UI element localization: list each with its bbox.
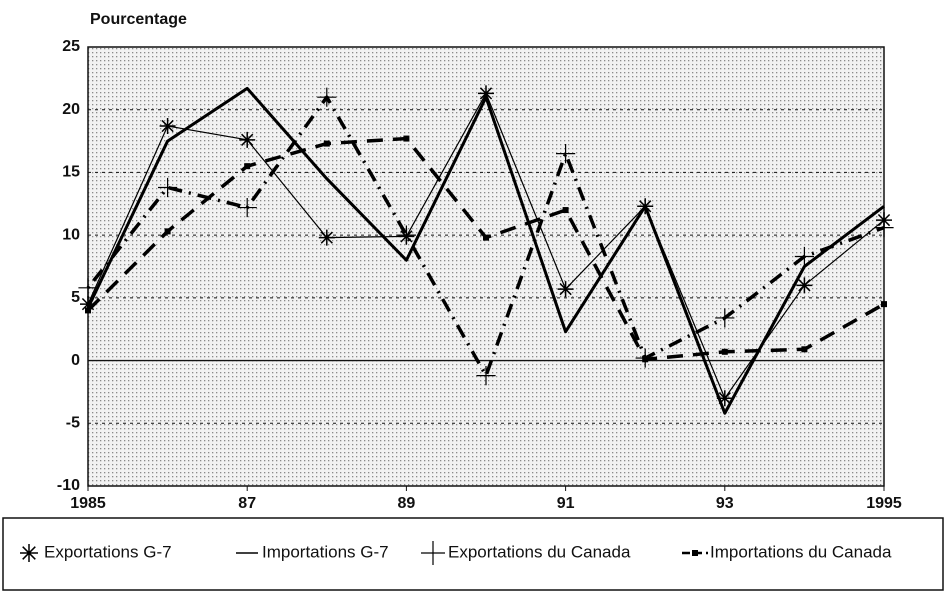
marker <box>323 140 330 147</box>
x-tick-label: 1985 <box>70 495 106 512</box>
marker <box>562 207 569 214</box>
x-tick-label: 1995 <box>866 495 902 512</box>
y-tick-label: -5 <box>66 415 80 432</box>
x-tick-label: 93 <box>716 495 734 512</box>
legend-label: Importations du Canada <box>710 542 892 561</box>
series-line <box>86 86 885 415</box>
marker <box>158 177 178 198</box>
marker <box>239 131 256 148</box>
plot-area <box>87 46 885 487</box>
legend-label: Exportations du Canada <box>448 542 631 561</box>
marker <box>421 541 445 565</box>
marker <box>476 366 496 386</box>
y-tick-label: -10 <box>57 477 80 494</box>
marker <box>237 197 257 218</box>
legend-box <box>2 517 944 591</box>
marker <box>164 228 171 235</box>
marker <box>557 281 574 298</box>
y-tick-label: 5 <box>71 289 80 306</box>
marker <box>317 87 337 107</box>
marker <box>796 277 813 294</box>
x-tick-label: 91 <box>557 495 575 512</box>
marker <box>20 544 38 562</box>
y-tick-label: 10 <box>62 226 80 243</box>
series-line <box>86 95 885 378</box>
marker <box>716 390 733 407</box>
y-tick-label: 15 <box>62 164 80 181</box>
marker <box>794 246 814 267</box>
marker <box>874 218 894 238</box>
marker <box>642 356 649 363</box>
legend-label: Importations G-7 <box>262 542 389 561</box>
marker <box>78 278 98 298</box>
marker <box>483 234 489 241</box>
legend-label: Exportations G-7 <box>44 542 172 561</box>
marker <box>692 550 698 556</box>
marker <box>881 301 887 308</box>
marker <box>85 307 91 314</box>
marker <box>403 135 410 142</box>
y-tick-label: 0 <box>71 352 80 369</box>
marker <box>244 163 251 170</box>
marker <box>80 296 96 313</box>
y-axis-label: Pourcentage <box>90 11 187 28</box>
y-tick-label: 20 <box>62 101 80 118</box>
marker <box>396 225 416 245</box>
marker <box>478 85 494 102</box>
marker <box>721 348 728 355</box>
marker <box>801 346 808 353</box>
marker <box>159 118 176 135</box>
x-tick-label: 89 <box>398 495 416 512</box>
y-tick-label: 25 <box>62 38 80 55</box>
marker <box>556 144 576 164</box>
x-tick-label: 87 <box>238 495 256 512</box>
marker <box>715 308 735 328</box>
marker <box>318 229 335 246</box>
